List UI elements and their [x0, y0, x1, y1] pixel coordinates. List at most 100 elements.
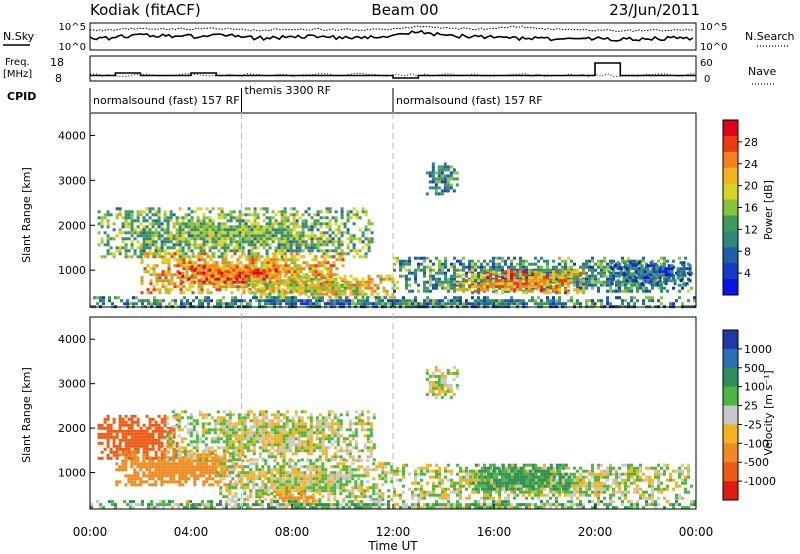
heatmap-cell	[182, 255, 186, 259]
heatmap-cell	[280, 231, 284, 235]
heatmap-cell	[149, 282, 153, 286]
heatmap-cell	[672, 302, 675, 306]
heatmap-cell	[190, 225, 194, 229]
heatmap-cell	[223, 246, 227, 250]
heatmap-cell	[253, 240, 257, 244]
heatmap-cell	[264, 428, 268, 432]
heatmap-cell	[546, 265, 549, 269]
heatmap-cell	[306, 431, 310, 435]
heatmap-cell	[140, 261, 144, 265]
heatmap-cell	[477, 296, 480, 300]
heatmap-cell	[325, 292, 329, 296]
heatmap-cell	[229, 243, 233, 247]
heatmap-cell	[121, 423, 125, 427]
heatmap-cell	[355, 252, 359, 256]
heatmap-cell	[270, 434, 274, 438]
heatmap-cell	[148, 426, 152, 430]
heatmap-cell	[298, 225, 302, 229]
heatmap-cell	[558, 296, 561, 300]
heatmap-cell	[208, 234, 212, 238]
heatmap-cell	[143, 267, 147, 271]
heatmap-cell	[297, 419, 301, 423]
heatmap-cell	[268, 222, 272, 226]
heatmap-cell	[258, 452, 262, 456]
heatmap-cell	[449, 177, 453, 181]
heatmap-cell	[264, 449, 268, 453]
heatmap-cell	[269, 258, 273, 262]
heatmap-cell	[147, 299, 150, 303]
heatmap-cell	[324, 455, 328, 459]
heatmap-cell	[214, 274, 218, 278]
heatmap-cell	[687, 262, 690, 266]
heatmap-cell	[528, 262, 531, 266]
heatmap-cell	[594, 274, 597, 278]
heatmap-cell	[567, 282, 571, 286]
heatmap-cell	[154, 219, 158, 223]
heatmap-cell	[167, 279, 171, 283]
heatmap-cell	[200, 264, 204, 268]
heatmap-cell	[348, 425, 352, 429]
heatmap-cell	[161, 270, 165, 274]
heatmap-cell	[447, 283, 450, 287]
heatmap-cell	[274, 252, 278, 256]
heatmap-cell	[489, 273, 493, 277]
heatmap-cell	[495, 262, 498, 266]
heatmap-cell	[381, 302, 384, 306]
heatmap-cell	[276, 440, 280, 444]
heatmap-cell	[109, 447, 113, 451]
heatmap-cell	[148, 246, 152, 250]
heatmap-cell	[234, 483, 238, 487]
heatmap-cell	[375, 299, 378, 303]
heatmap-cell	[109, 426, 113, 430]
heatmap-cell	[238, 210, 242, 214]
heatmap-cell	[121, 420, 125, 424]
heatmap-cell	[337, 286, 341, 290]
heatmap-cell	[330, 437, 334, 441]
heatmap-cell	[630, 283, 633, 287]
heatmap-cell	[175, 441, 179, 445]
heatmap-cell	[205, 225, 209, 229]
heatmap-cell	[295, 246, 299, 250]
heatmap-cell	[178, 462, 182, 466]
heatmap-cell	[408, 259, 411, 263]
heatmap-cell	[331, 277, 335, 281]
heatmap-cell	[202, 280, 206, 284]
heatmap-cell	[173, 285, 177, 289]
heatmap-cell	[174, 416, 178, 420]
heatmap-cell	[468, 302, 471, 306]
heatmap-cell	[646, 267, 650, 271]
heatmap-cell	[261, 416, 265, 420]
heatmap-cell	[178, 480, 182, 484]
heatmap-cell	[354, 434, 358, 438]
heatmap-cell	[286, 237, 290, 241]
heatmap-cell	[258, 419, 262, 423]
heatmap-cell	[187, 219, 191, 223]
heatmap-cell	[546, 262, 549, 266]
heatmap-cell	[103, 432, 107, 436]
heatmap-cell	[188, 258, 192, 262]
heatmap-cell	[246, 428, 250, 432]
heatmap-cell	[348, 428, 352, 432]
heatmap-cell	[274, 213, 278, 217]
heatmap-cell	[259, 234, 263, 238]
heatmap-cell	[121, 240, 125, 244]
heatmap-cell	[296, 270, 300, 274]
heatmap-cell	[319, 283, 323, 287]
heatmap-cell	[126, 302, 129, 306]
heatmap-cell	[157, 435, 161, 439]
heatmap-cell	[637, 267, 641, 271]
heatmap-cell	[115, 249, 119, 253]
heatmap-cell	[462, 286, 465, 290]
heatmap-cell	[471, 277, 474, 281]
heatmap-cell	[564, 282, 568, 286]
heatmap-cell	[360, 422, 364, 426]
heatmap-cell	[177, 446, 181, 450]
heatmap-cell	[121, 417, 125, 421]
heatmap-cell	[688, 273, 692, 277]
heatmap-cell	[603, 271, 606, 275]
heatmap-cell	[334, 222, 338, 226]
heatmap-cell	[417, 265, 420, 269]
heatmap-cell	[354, 410, 358, 414]
heatmap-cell	[97, 216, 101, 220]
heatmap-cell	[531, 282, 535, 286]
